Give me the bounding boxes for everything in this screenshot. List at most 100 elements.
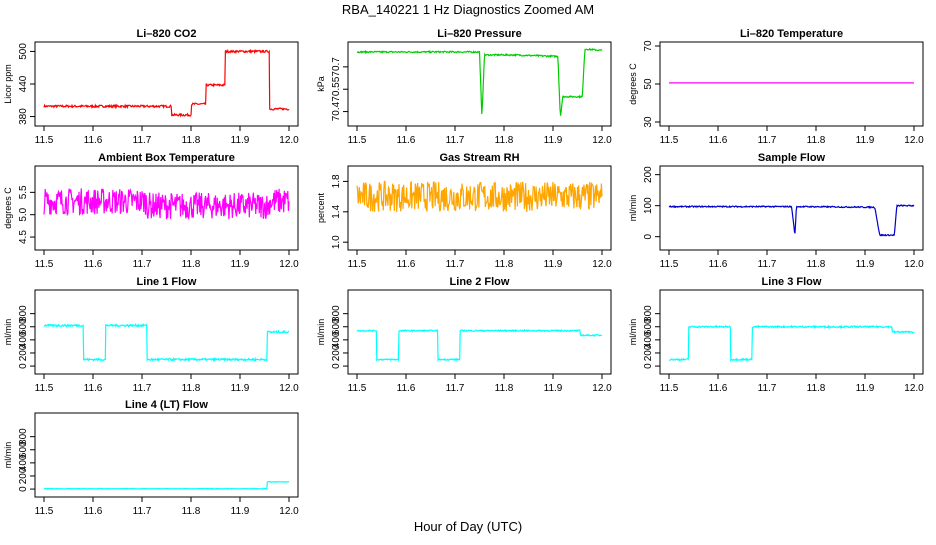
panel-7-ytick-label-0: 0 [18, 363, 29, 369]
panel-4-ylabel: degrees C [3, 187, 13, 229]
panel-10-ytick-label-3: 600 [18, 441, 29, 458]
panel-3-xtick-label-3: 11.8 [807, 135, 826, 146]
panel-1-ytick-label-2: 500 [18, 43, 29, 60]
panel-3-xtick-label-4: 11.9 [856, 135, 875, 146]
panel-4-ytick-label-0: 4.5 [18, 230, 29, 244]
panel-7-xtick-label-3: 11.8 [182, 383, 201, 394]
panel-5-xtick-label-2: 11.7 [446, 259, 465, 270]
panel-3-frame [659, 41, 924, 127]
figure-title: RBA_140221 1 Hz Diagnostics Zoomed AM [342, 2, 594, 17]
panel-9-ytick-label-4: 800 [643, 305, 654, 322]
panel-2-ytick-label-1: 70.55 [331, 76, 342, 101]
panel-4-xtick-label-1: 11.6 [84, 259, 103, 270]
panel-10-frame [34, 412, 299, 498]
panel-9-xtick-label-4: 11.9 [856, 383, 875, 394]
panel-6-ytick-label-0: 0 [643, 233, 654, 239]
panel-7-ytick-label-1: 200 [18, 344, 29, 361]
panel-9-ylabel: ml/min [628, 319, 638, 346]
panel-9-frame [659, 289, 924, 375]
panel-9-ytick-label-0: 0 [643, 363, 654, 369]
panel-3-xtick-label-5: 12.0 [904, 135, 924, 146]
panel-1-xtick-label-1: 11.6 [84, 135, 103, 146]
panel-9-ytick-label-2: 400 [643, 331, 654, 348]
panel-9-title: Line 3 Flow [762, 276, 822, 288]
panel-10-xtick-label-3: 11.8 [182, 506, 201, 517]
panel-7-ylabel: ml/min [3, 319, 13, 346]
panel-8-series-line [356, 328, 603, 363]
panel-6-frame [659, 165, 924, 251]
panel-2-xtick-label-0: 11.5 [348, 135, 367, 146]
panel-7-xtick-label-4: 11.9 [231, 383, 250, 394]
panel-3-ytick-label-2: 70 [643, 40, 654, 52]
panel-1-ylabel: Licor ppm [3, 64, 13, 104]
panel-10-ytick-label-2: 400 [18, 454, 29, 471]
panel-1-ytick-label-1: 440 [18, 75, 29, 92]
panel-4-ytick-label-1: 5.0 [18, 207, 29, 221]
panel-2-ytick-label-0: 70.4 [331, 101, 342, 121]
panel-1-xtick-label-5: 12.0 [279, 135, 299, 146]
panel-6-xtick-label-3: 11.8 [807, 259, 826, 270]
panel-5-ylabel: percent [316, 192, 326, 223]
panel-6-ylabel: ml/min [628, 195, 638, 222]
panel-6-ytick-label-2: 200 [643, 166, 654, 183]
panel-10-ytick-label-0: 0 [18, 486, 29, 492]
panel-9-xtick-label-0: 11.5 [660, 383, 679, 394]
panel-2-series-line [356, 47, 603, 116]
panel-5-xtick-label-5: 12.0 [592, 259, 612, 270]
panel-1-frame [34, 41, 299, 127]
panel-2-xtick-label-3: 11.8 [495, 135, 514, 146]
panel-8-xtick-label-3: 11.8 [495, 383, 514, 394]
panel-4-xtick-label-0: 11.5 [35, 259, 54, 270]
panel-1-title: Li–820 CO2 [137, 28, 197, 40]
panel-8-xtick-label-0: 11.5 [348, 383, 367, 394]
panel-7-series-line [43, 322, 290, 363]
panel-8-ytick-label-2: 400 [331, 331, 342, 348]
panel-8-ytick-label-4: 800 [331, 305, 342, 322]
panel-1-xtick-label-4: 11.9 [231, 135, 250, 146]
panel-10-series-line [43, 480, 290, 490]
panel-4-frame [34, 165, 299, 251]
panel-8-xtick-label-1: 11.6 [397, 383, 416, 394]
panel-5-xtick-label-1: 11.6 [397, 259, 416, 270]
panel-10-xtick-label-4: 11.9 [231, 506, 250, 517]
panel-8-ylabel: ml/min [316, 319, 326, 346]
panel-10-title: Line 4 (LT) Flow [125, 399, 208, 411]
panel-4-ytick-label-2: 5.5 [18, 185, 29, 199]
panel-8-xtick-label-5: 12.0 [592, 383, 612, 394]
panel-9-ytick-label-1: 200 [643, 344, 654, 361]
panel-7-xtick-label-2: 11.7 [133, 383, 152, 394]
panel-3-xtick-label-2: 11.7 [758, 135, 777, 146]
panel-3-ytick-label-0: 30 [643, 116, 654, 128]
panel-1-xtick-label-3: 11.8 [182, 135, 201, 146]
panel-5-title: Gas Stream RH [439, 152, 519, 164]
panel-3-xtick-label-1: 11.6 [709, 135, 728, 146]
panel-6-xtick-label-2: 11.7 [758, 259, 777, 270]
panel-9-xtick-label-3: 11.8 [807, 383, 826, 394]
panel-7-xtick-label-0: 11.5 [35, 383, 54, 394]
panel-10-xtick-label-1: 11.6 [84, 506, 103, 517]
panel-7-ytick-label-4: 800 [18, 305, 29, 322]
panel-4-xtick-label-3: 11.8 [182, 259, 201, 270]
panel-4-xtick-label-5: 12.0 [279, 259, 299, 270]
panel-9-xtick-label-5: 12.0 [904, 383, 924, 394]
panel-5-xtick-label-4: 11.9 [544, 259, 563, 270]
panel-6-xtick-label-4: 11.9 [856, 259, 875, 270]
panel-10-xtick-label-2: 11.7 [133, 506, 152, 517]
panel-8-xtick-label-4: 11.9 [544, 383, 563, 394]
panel-3-title: Li–820 Temperature [740, 28, 843, 40]
panel-8-title: Line 2 Flow [450, 276, 510, 288]
panel-2-xtick-label-1: 11.6 [397, 135, 416, 146]
panel-9-xtick-label-1: 11.6 [709, 383, 728, 394]
panel-5-ytick-label-1: 1.4 [331, 204, 342, 218]
panel-10-ylabel: ml/min [3, 442, 13, 469]
panel-7-title: Line 1 Flow [137, 276, 197, 288]
panel-2-xtick-label-5: 12.0 [592, 135, 612, 146]
panel-7-xtick-label-5: 12.0 [279, 383, 299, 394]
panel-9-ytick-label-3: 600 [643, 318, 654, 335]
panel-9-xtick-label-2: 11.7 [758, 383, 777, 394]
panel-4-series-line [43, 188, 290, 221]
panel-5-ytick-label-2: 1.8 [331, 174, 342, 188]
panel-5-frame [347, 165, 612, 251]
